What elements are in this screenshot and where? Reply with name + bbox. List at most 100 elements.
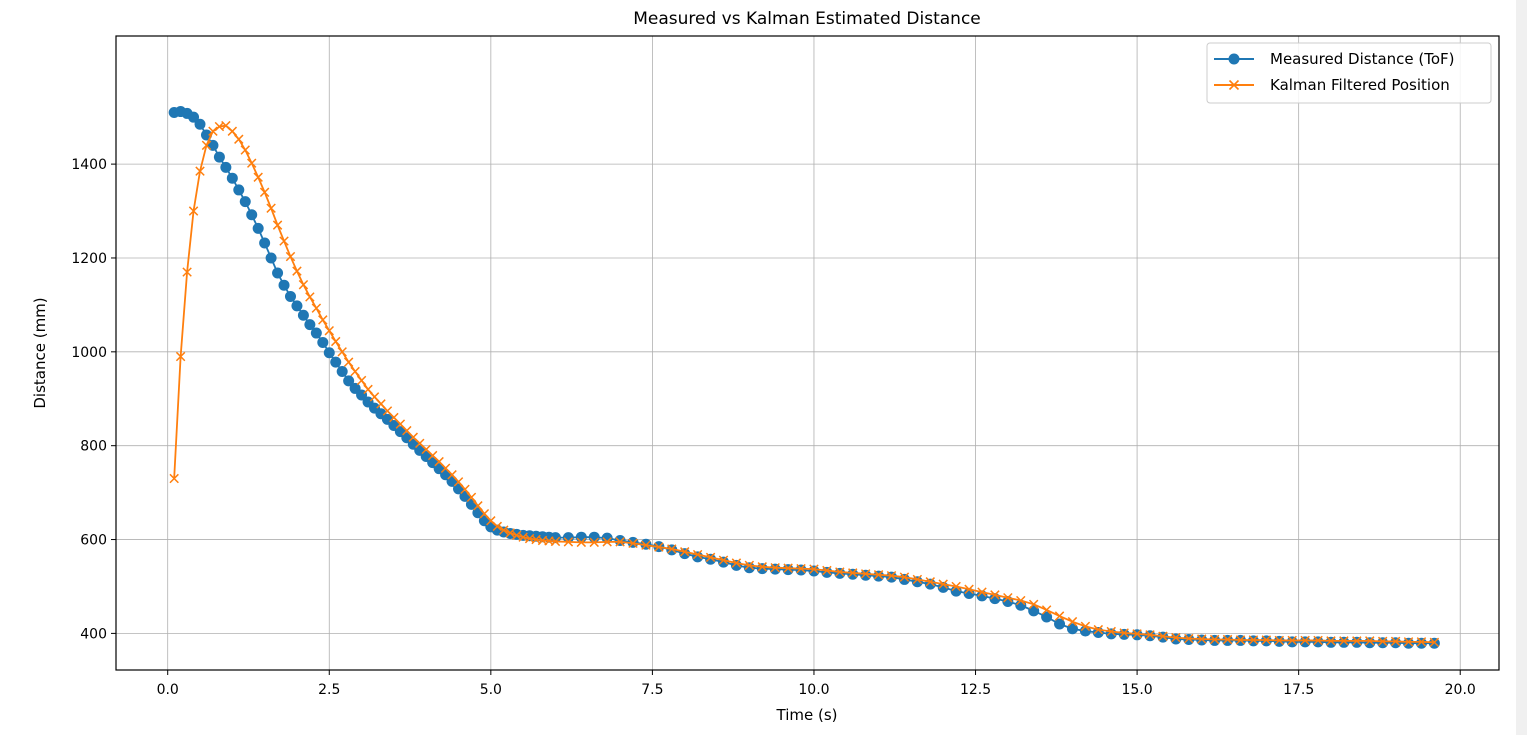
legend-label-kalman: Kalman Filtered Position (1270, 76, 1450, 94)
data-point (1093, 624, 1104, 635)
x-tick-label: 0.0 (157, 682, 179, 698)
data-point (227, 126, 238, 136)
data-point (1028, 599, 1039, 610)
data-point (323, 347, 335, 359)
data-point (285, 251, 296, 262)
y-tick-label: 1200 (71, 251, 107, 267)
x-tick-label: 12.5 (960, 682, 991, 698)
data-point (259, 187, 270, 198)
data-point (1145, 630, 1155, 640)
data-point (899, 572, 910, 582)
data-point (1338, 636, 1350, 648)
data-point (1080, 621, 1091, 632)
data-point (744, 560, 755, 571)
data-point (253, 172, 263, 182)
data-point (1067, 616, 1078, 627)
data-point (1054, 611, 1065, 621)
data-point (298, 279, 309, 290)
window-edge (1516, 0, 1527, 735)
data-point (1365, 636, 1375, 646)
data-point (808, 565, 820, 577)
x-tick-label: 5.0 (480, 682, 502, 698)
data-point (848, 568, 858, 578)
data-point (602, 537, 612, 547)
x-tick-label: 2.5 (318, 682, 340, 698)
data-point (239, 196, 251, 208)
data-point (473, 501, 483, 511)
data-point (318, 315, 328, 325)
data-point (809, 564, 819, 574)
x-tick-label: 17.5 (1283, 682, 1314, 698)
data-point (1429, 637, 1440, 648)
y-axis-ticks: 400 600 800 1000 1200 1400 (71, 157, 116, 642)
data-point (821, 566, 833, 578)
data-point (679, 547, 690, 557)
x-tick-label: 20.0 (1445, 682, 1476, 698)
data-point (705, 552, 716, 563)
data-point (175, 351, 186, 362)
data-point (350, 366, 360, 377)
data-point (1158, 631, 1168, 641)
data-point (291, 300, 303, 312)
data-point (336, 366, 348, 378)
data-point (195, 166, 205, 176)
data-point (266, 203, 276, 213)
data-point (589, 537, 599, 548)
data-point (575, 531, 587, 543)
data-point (925, 577, 936, 587)
data-point (466, 492, 477, 503)
legend: Measured Distance (ToF) Kalman Filtered … (1206, 42, 1492, 104)
data-point (782, 564, 794, 576)
data-point (757, 562, 767, 572)
data-point (1003, 593, 1013, 603)
data-point (1248, 635, 1259, 645)
data-point (796, 563, 806, 574)
data-point (718, 555, 729, 565)
data-point (356, 375, 367, 386)
y-tick-label: 400 (80, 626, 107, 642)
data-point (628, 538, 638, 549)
data-point (641, 540, 651, 550)
data-point (188, 206, 199, 216)
data-point (246, 158, 257, 168)
data-point (1106, 626, 1116, 637)
data-point (1261, 635, 1272, 645)
data-point (1339, 636, 1349, 646)
data-point (835, 567, 845, 577)
data-point (304, 319, 316, 331)
data-point (182, 267, 192, 277)
data-point (1390, 636, 1401, 647)
y-tick-label: 1400 (71, 157, 107, 173)
data-point (499, 525, 509, 535)
data-point (1041, 605, 1052, 615)
data-point (1299, 636, 1311, 648)
data-point (731, 558, 742, 568)
data-point (1222, 634, 1233, 645)
data-point (860, 569, 872, 581)
data-point (1041, 611, 1053, 623)
data-point (563, 537, 574, 547)
data-point (188, 111, 200, 123)
x-axis-label: Time (s) (776, 706, 838, 724)
data-point (272, 267, 284, 279)
data-point (201, 140, 212, 151)
data-point (1028, 605, 1040, 617)
data-point (1313, 635, 1323, 646)
plot-area-frame (115, 35, 1500, 671)
data-point (292, 266, 302, 276)
x-axis-ticks: 0.0 2.5 5.0 7.5 10.0 12.5 15.0 17.5 20.0 (157, 670, 1476, 698)
data-point (1403, 637, 1415, 649)
data-point (1326, 636, 1336, 646)
data-point (1196, 634, 1207, 644)
data-point (317, 336, 329, 348)
data-point (886, 570, 897, 581)
legend-label-measured: Measured Distance (ToF) (1270, 50, 1455, 68)
data-point (252, 222, 264, 234)
data-point (964, 584, 974, 595)
data-point (705, 553, 717, 565)
data-point (233, 184, 245, 196)
y-axis-label: Distance (mm) (31, 297, 49, 408)
data-point (717, 556, 729, 568)
data-point (169, 473, 179, 484)
